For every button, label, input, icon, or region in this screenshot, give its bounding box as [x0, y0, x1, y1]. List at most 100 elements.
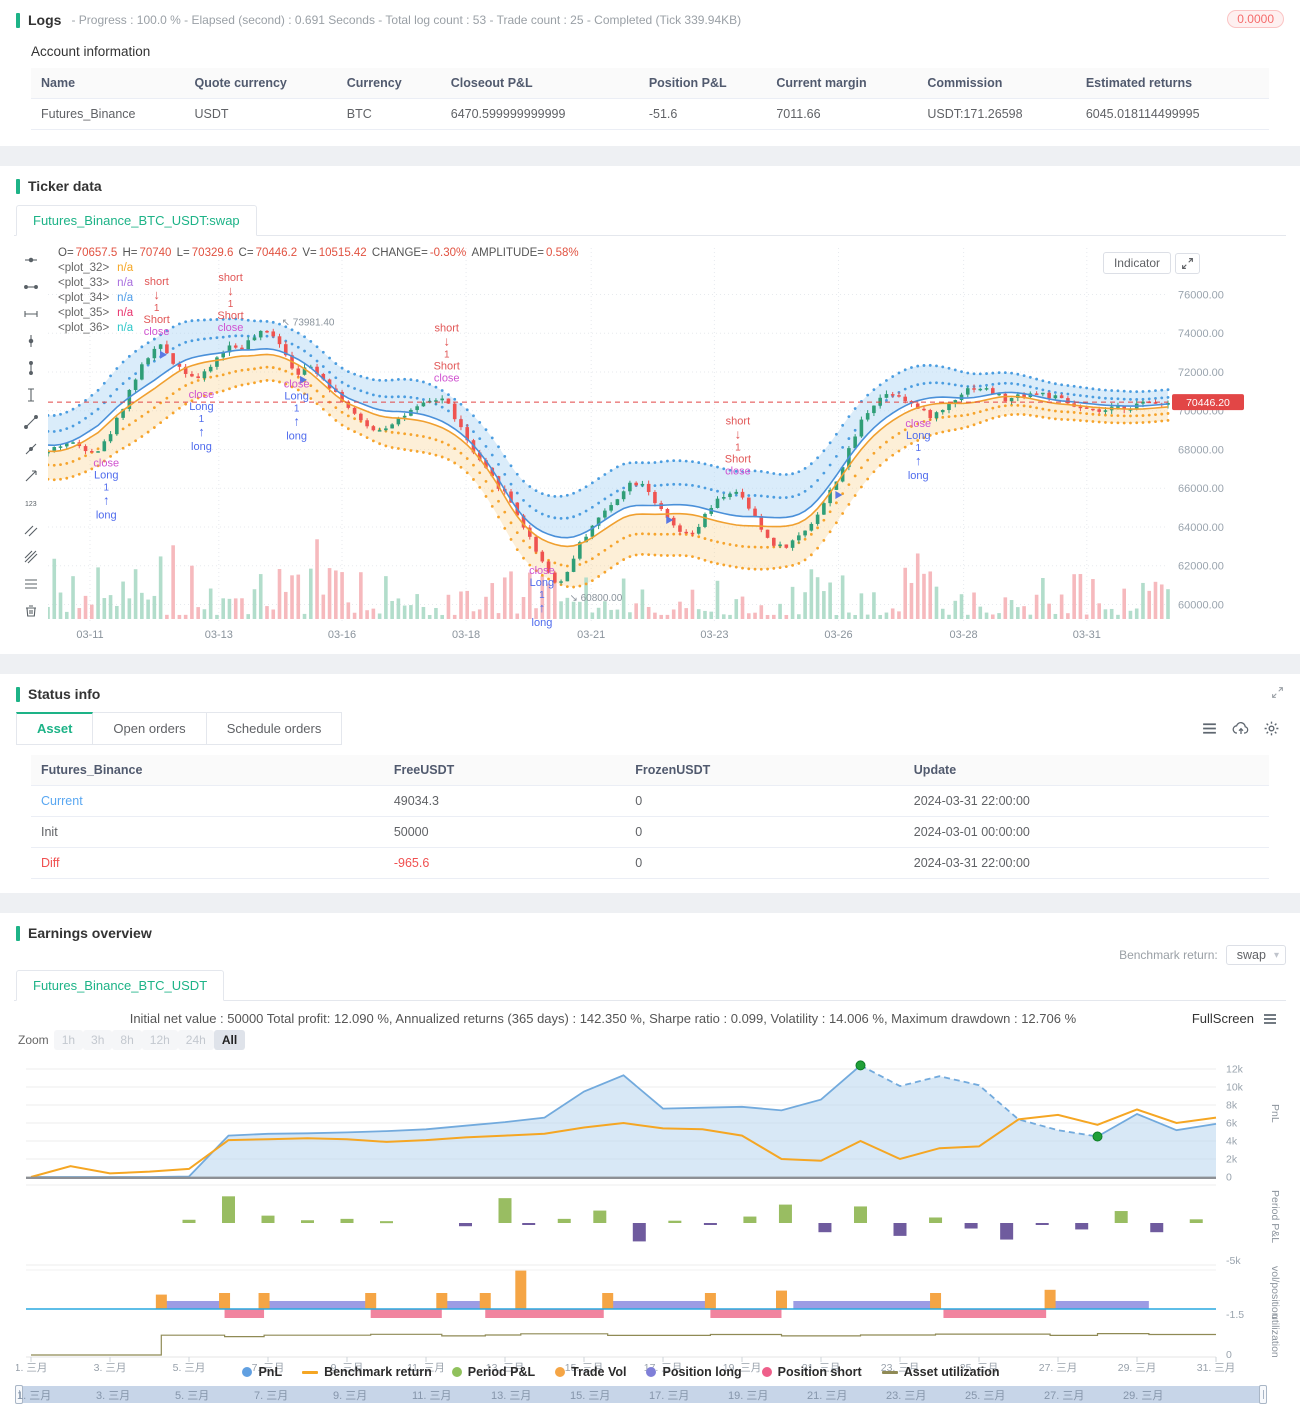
svg-text:9. 三月: 9. 三月 — [331, 1362, 364, 1374]
table-row-init: Init 50000 0 2024-03-01 00:00:00 — [31, 816, 1269, 848]
svg-text:↓: ↓ — [227, 283, 234, 298]
fib-retracement-tool-icon[interactable] — [20, 574, 42, 594]
horizontal-ray-tool-icon[interactable] — [20, 304, 42, 324]
table-row-current: Current 49034.3 0 2024-03-31 22:00:00 — [31, 785, 1269, 817]
indicator-button[interactable]: Indicator — [1102, 252, 1171, 274]
zoom-option-24h[interactable]: 24h — [177, 1030, 214, 1050]
legend-dot-icon — [451, 1367, 462, 1377]
fullscreen-button[interactable]: FullScreen — [1192, 1011, 1278, 1026]
legend-dot-icon — [761, 1367, 772, 1377]
navigator-date-label: 27. 三月 — [1044, 1390, 1085, 1402]
parallel-channel-tool-icon[interactable] — [20, 520, 42, 540]
svg-text:close: close — [218, 322, 244, 334]
section-accent-bar — [16, 686, 20, 702]
horizontal-line-tool-icon[interactable] — [20, 250, 42, 270]
ticker-chart-canvas[interactable]: 76000.0074000.0072000.0070000.0068000.00… — [48, 244, 1248, 644]
trend-line-tool-icon[interactable] — [20, 412, 42, 432]
legend-dot-icon — [555, 1367, 566, 1377]
menu-icon[interactable] — [1262, 1012, 1278, 1026]
svg-text:Short: Short — [434, 360, 460, 372]
zoom-option-3h[interactable]: 3h — [83, 1030, 113, 1050]
row-label: Diff — [31, 847, 384, 879]
account-information-title: Account information — [31, 44, 151, 59]
horizontal-segment-tool-icon[interactable] — [20, 277, 42, 297]
legend-label: Benchmark return — [324, 1365, 432, 1379]
legend-label: Trade Vol — [571, 1365, 627, 1379]
fib-fan-tool-icon[interactable] — [20, 547, 42, 567]
ray-tool-icon[interactable] — [20, 439, 42, 459]
navigator-date-label: 21. 三月 — [807, 1390, 848, 1402]
svg-text:64000.00: 64000.00 — [1178, 522, 1224, 534]
svg-text:1: 1 — [199, 414, 205, 425]
vertical-segment-tool-icon[interactable] — [20, 358, 42, 378]
zoom-option-12h[interactable]: 12h — [141, 1030, 178, 1050]
menu-icon[interactable] — [1201, 720, 1218, 737]
svg-text:03-31: 03-31 — [1073, 629, 1101, 641]
svg-text:03-23: 03-23 — [700, 629, 728, 641]
delete-drawings-tool-icon[interactable] — [20, 601, 42, 621]
tick-progress-badge: 0.0000 — [1227, 10, 1284, 28]
col-closeout-pnl: Closeout P&L — [440, 68, 639, 99]
col-frozen-usdt: FrozenUSDT — [625, 755, 904, 786]
svg-text:↖ 73981.40: ↖ 73981.40 — [282, 317, 335, 328]
legend-label: Asset utilization — [903, 1365, 1000, 1379]
legend-item-period-p-l[interactable]: Period P&L — [451, 1365, 535, 1379]
cell-currency: BTC — [336, 98, 441, 130]
legend-item-position-short[interactable]: Position short — [761, 1365, 862, 1379]
vertical-ray-tool-icon[interactable] — [20, 385, 42, 405]
settings-gear-icon[interactable] — [1263, 720, 1280, 737]
svg-text:27. 三月: 27. 三月 — [1039, 1362, 1078, 1374]
frozen-usdt-value: 0 — [625, 785, 904, 817]
axis-title-period-pnl: Period P&L — [1269, 1190, 1281, 1244]
svg-text:5. 三月: 5. 三月 — [173, 1362, 206, 1374]
col-free-usdt: FreeUSDT — [383, 755, 626, 786]
svg-text:29. 三月: 29. 三月 — [1118, 1362, 1157, 1374]
svg-text:↑: ↑ — [915, 453, 922, 468]
cloud-upload-icon[interactable] — [1232, 720, 1249, 737]
svg-text:close: close — [905, 418, 931, 430]
tab-asset[interactable]: Asset — [16, 712, 94, 745]
navigator-date-label: 29. 三月 — [1123, 1390, 1164, 1402]
col-account: Futures_Binance — [31, 755, 384, 786]
date-range-navigator[interactable]: 1. 三月 3. 三月 5. 三月 7. 三月 9. 三月 11. 三月 13. 三月 15.… — [15, 1385, 1267, 1404]
panel-expand-icon[interactable] — [1271, 686, 1286, 701]
zoom-option-all[interactable]: All — [213, 1030, 246, 1050]
earnings-overview-panel: Earnings overview Benchmark return: swap… — [0, 913, 1300, 1421]
tab-schedule-orders[interactable]: Schedule orders — [206, 712, 343, 745]
legend-item-benchmark-return[interactable]: Benchmark return — [302, 1365, 432, 1379]
chart-expand-icon[interactable] — [1175, 252, 1200, 274]
svg-text:Long: Long — [906, 430, 930, 442]
arrow-line-tool-icon[interactable] — [20, 466, 42, 486]
ticker-data-title: Ticker data — [28, 178, 102, 194]
legend-item-position-long[interactable]: Position long — [646, 1365, 742, 1379]
tab-open-orders[interactable]: Open orders — [93, 712, 207, 745]
price-label-tool-icon[interactable]: 123 — [20, 493, 42, 513]
navigator-date-label: 17. 三月 — [649, 1390, 690, 1402]
svg-text:15. 三月: 15. 三月 — [565, 1362, 604, 1374]
col-commission: Commission — [917, 68, 1076, 99]
svg-text:62000.00: 62000.00 — [1178, 561, 1224, 573]
svg-text:close: close — [284, 379, 310, 391]
earnings-chart-canvas[interactable]: 0 2k 4k 6k 8k 10k 12k -5k -1.5 0 1. 三月 3. 三月 5. 三月 7.… — [15, 1052, 1266, 1374]
svg-text:0: 0 — [1226, 1172, 1232, 1184]
svg-text:↑: ↑ — [103, 492, 110, 507]
svg-text:-1.5: -1.5 — [1226, 1309, 1244, 1321]
zoom-option-1h[interactable]: 1h — [53, 1030, 84, 1050]
benchmark-return-select[interactable]: swap ▾ — [1225, 945, 1286, 965]
cell-name: Futures_Binance — [31, 98, 185, 130]
legend-item-trade-vol[interactable]: Trade Vol — [555, 1365, 626, 1379]
svg-text:70446.20: 70446.20 — [1186, 397, 1230, 409]
tab-futures-binance-btc-usdt[interactable]: Futures_Binance_BTC_USDT — [16, 970, 225, 1001]
account-information-table: Name Quote currency Currency Closeout P&… — [31, 68, 1269, 130]
performance-stats: Initial net value : 50000 Total profit: … — [129, 1011, 1077, 1026]
svg-text:03-26: 03-26 — [824, 629, 852, 641]
col-position-pnl: Position P&L — [638, 68, 767, 99]
navigator-right-handle[interactable] — [1259, 1385, 1267, 1404]
legend-item-asset-utilization[interactable]: Asset utilization — [881, 1365, 1000, 1379]
zoom-option-8h[interactable]: 8h — [112, 1030, 142, 1050]
legend-item-pnl[interactable]: PnL — [242, 1365, 282, 1379]
tab-futures-binance-btc-usdt-swap[interactable]: Futures_Binance_BTC_USDT:swap — [16, 205, 257, 236]
vertical-line-tool-icon[interactable] — [20, 331, 42, 351]
svg-text:03-18: 03-18 — [452, 629, 480, 641]
status-tabs: Asset Open orders Schedule orders — [16, 712, 343, 745]
